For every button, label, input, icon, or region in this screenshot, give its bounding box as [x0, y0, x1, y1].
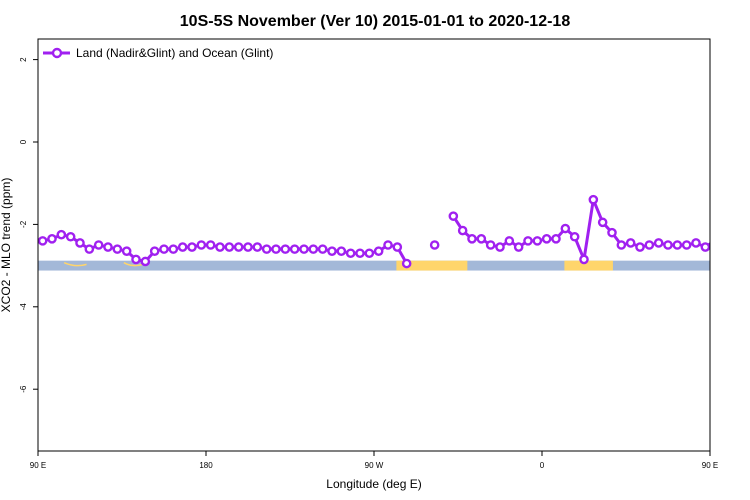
data-point — [289, 244, 300, 254]
y-tick-label: -4 — [19, 303, 28, 311]
data-point — [495, 242, 505, 252]
legend: Land (Nadir&Glint) and Ocean (Glint) — [43, 46, 273, 60]
data-point — [159, 244, 169, 254]
y-axis: 2 0 -2 -4 -6 — [19, 57, 38, 393]
data-point — [700, 242, 710, 252]
x-tick-label: 180 — [199, 461, 213, 470]
coast-mark-1 — [123, 262, 143, 267]
x-tick-label: 90 E — [702, 461, 718, 470]
data-point — [383, 240, 393, 250]
data-point — [467, 234, 477, 244]
data-point — [429, 240, 440, 250]
data-point — [112, 244, 123, 254]
plot-area — [38, 194, 710, 271]
data-point — [308, 244, 319, 254]
data-point — [177, 242, 188, 252]
data-point — [653, 238, 664, 248]
data-point — [691, 238, 701, 248]
y-tick-label: -6 — [19, 385, 28, 393]
surface-band — [38, 260, 710, 271]
data-point — [616, 240, 627, 250]
data-point — [299, 244, 309, 254]
y-tick-label: -2 — [19, 220, 28, 228]
y-axis-label: XCO2 - MLO trend (ppm) — [0, 178, 13, 313]
data-point — [635, 242, 645, 252]
ocean-band — [38, 260, 710, 271]
data-point — [140, 256, 151, 267]
data-point — [38, 236, 48, 246]
data-point — [336, 246, 347, 256]
data-point — [523, 236, 533, 246]
data-point — [280, 244, 291, 254]
data-point — [93, 240, 104, 250]
data-point — [532, 236, 543, 246]
data-point — [327, 246, 337, 256]
legend-marker — [51, 47, 63, 59]
data-point — [205, 240, 216, 250]
data-point — [541, 234, 552, 244]
data-point — [243, 242, 253, 252]
data-point — [513, 242, 524, 252]
data-point — [47, 234, 57, 244]
x-axis: 90 E 180 90 W 0 90 E — [30, 451, 718, 470]
data-point — [644, 240, 655, 250]
data-point — [448, 211, 459, 221]
data-point — [364, 248, 375, 259]
data-point — [401, 258, 412, 269]
land-band-0 — [396, 260, 468, 271]
data-point — [607, 227, 617, 238]
data-point — [168, 244, 179, 254]
data-point — [476, 234, 487, 244]
data-point — [579, 254, 589, 265]
data-point — [317, 244, 328, 254]
data-point — [252, 242, 263, 252]
data-point — [588, 194, 599, 205]
legend-entry-label: Land (Nadir&Glint) and Ocean (Glint) — [76, 46, 273, 60]
coast-mark-0 — [63, 262, 87, 267]
data-point — [355, 248, 365, 259]
data-point — [672, 240, 683, 250]
data-point — [551, 234, 561, 244]
data-point — [560, 223, 571, 234]
data-point — [121, 246, 132, 256]
data-point — [681, 240, 692, 250]
data-point — [224, 242, 235, 252]
data-point — [261, 244, 272, 254]
data-point — [373, 246, 384, 256]
data-point — [663, 240, 673, 250]
chart-title: 10S-5S November (Ver 10) 2015-01-01 to 2… — [180, 13, 571, 30]
data-point — [345, 248, 356, 259]
x-axis-label: Longitude (deg E) — [326, 477, 421, 491]
data-point — [131, 254, 141, 265]
data-point — [56, 229, 67, 240]
data-point — [75, 238, 85, 248]
data-point — [625, 238, 636, 248]
data-point — [457, 225, 468, 236]
x-tick-label: 0 — [540, 461, 545, 470]
data-point — [597, 217, 608, 228]
data-point — [504, 236, 515, 246]
data-point — [103, 242, 113, 252]
x-tick-label: 90 W — [365, 461, 384, 470]
data-point — [485, 240, 496, 250]
land-band-1 — [564, 260, 613, 271]
y-tick-label: 2 — [19, 57, 28, 62]
data-point — [196, 240, 207, 250]
data-point — [65, 231, 76, 242]
data-point — [233, 242, 244, 252]
x-tick-label: 90 E — [30, 461, 46, 470]
data-point — [569, 231, 580, 242]
data-point — [187, 242, 197, 252]
data-point — [215, 242, 225, 252]
data-point — [149, 246, 160, 256]
series-layer — [38, 194, 710, 269]
data-point — [392, 242, 403, 252]
data-point — [84, 244, 95, 254]
y-tick-label: 0 — [19, 139, 28, 144]
data-point — [271, 244, 281, 254]
